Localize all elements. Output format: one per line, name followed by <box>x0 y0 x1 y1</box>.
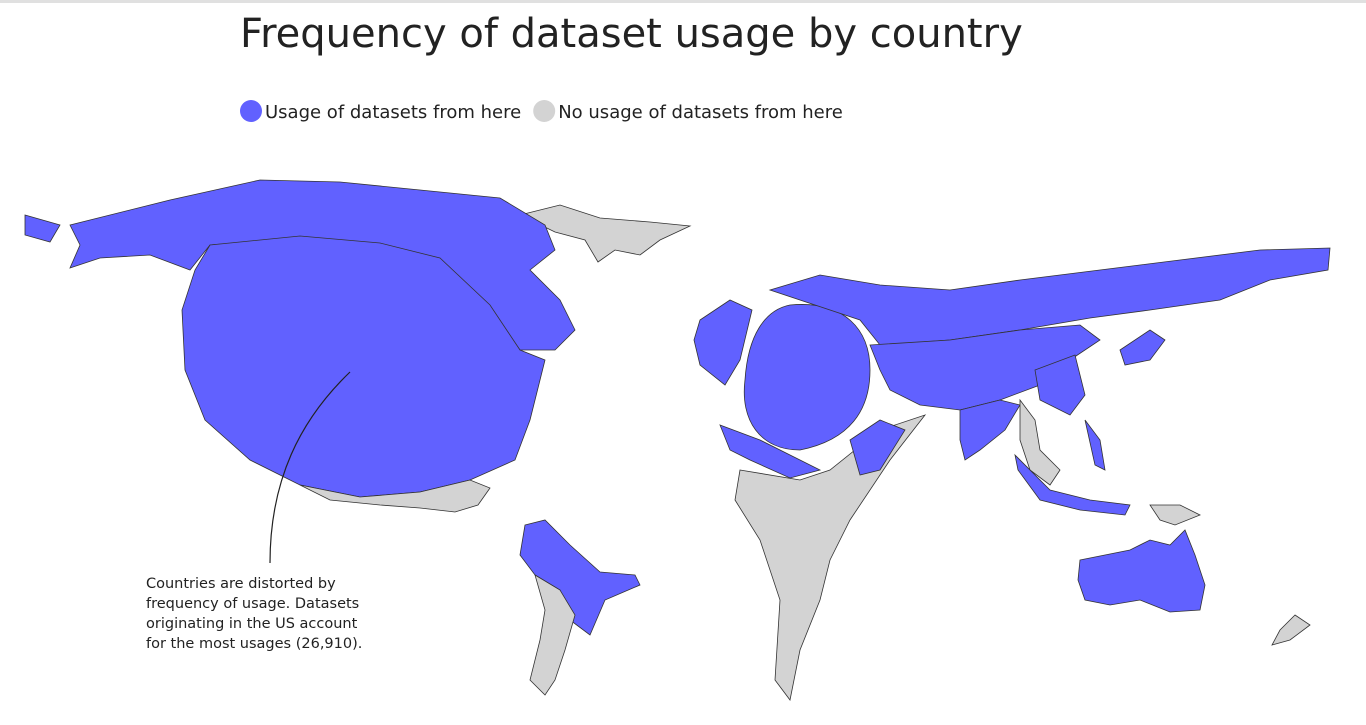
annotation-pointer <box>269 371 351 564</box>
cartogram <box>24 179 1331 701</box>
east-asia <box>1034 354 1086 416</box>
papua <box>1149 504 1201 526</box>
north-africa <box>719 424 822 479</box>
annotation-line: originating in the US account <box>146 616 358 632</box>
legend-label: No usage of datasets from here <box>558 102 843 123</box>
indonesia <box>1014 453 1131 516</box>
new-zealand <box>1271 614 1311 646</box>
legend-label: Usage of datasets from here <box>265 102 521 123</box>
legend-swatch <box>240 100 262 122</box>
top-border <box>0 0 1366 3</box>
philippines <box>1084 419 1106 471</box>
legend-swatch <box>533 100 556 122</box>
south-america-south <box>529 574 576 696</box>
southeast-asia <box>1019 398 1061 486</box>
japan <box>1119 329 1166 366</box>
title: Frequency of dataset usage by country <box>240 11 1023 57</box>
south-asia <box>959 399 1021 461</box>
annotation-line: frequency of usage. Datasets <box>146 596 359 612</box>
scandinavia-uk <box>693 299 753 386</box>
mexico-central-america <box>299 479 491 513</box>
europe <box>743 304 871 451</box>
legend: Usage of datasets from here No usage of d… <box>240 100 843 123</box>
greenland <box>518 204 692 263</box>
annotation: Countries are distorted by frequency of u… <box>146 576 362 652</box>
annotation-line: for the most usages (26,910). <box>146 636 362 652</box>
annotation-line: Countries are distorted by <box>146 576 336 592</box>
australia <box>1077 529 1206 613</box>
alaska-west <box>24 214 61 243</box>
canada-alaska <box>69 179 576 351</box>
middle-east <box>849 419 906 476</box>
